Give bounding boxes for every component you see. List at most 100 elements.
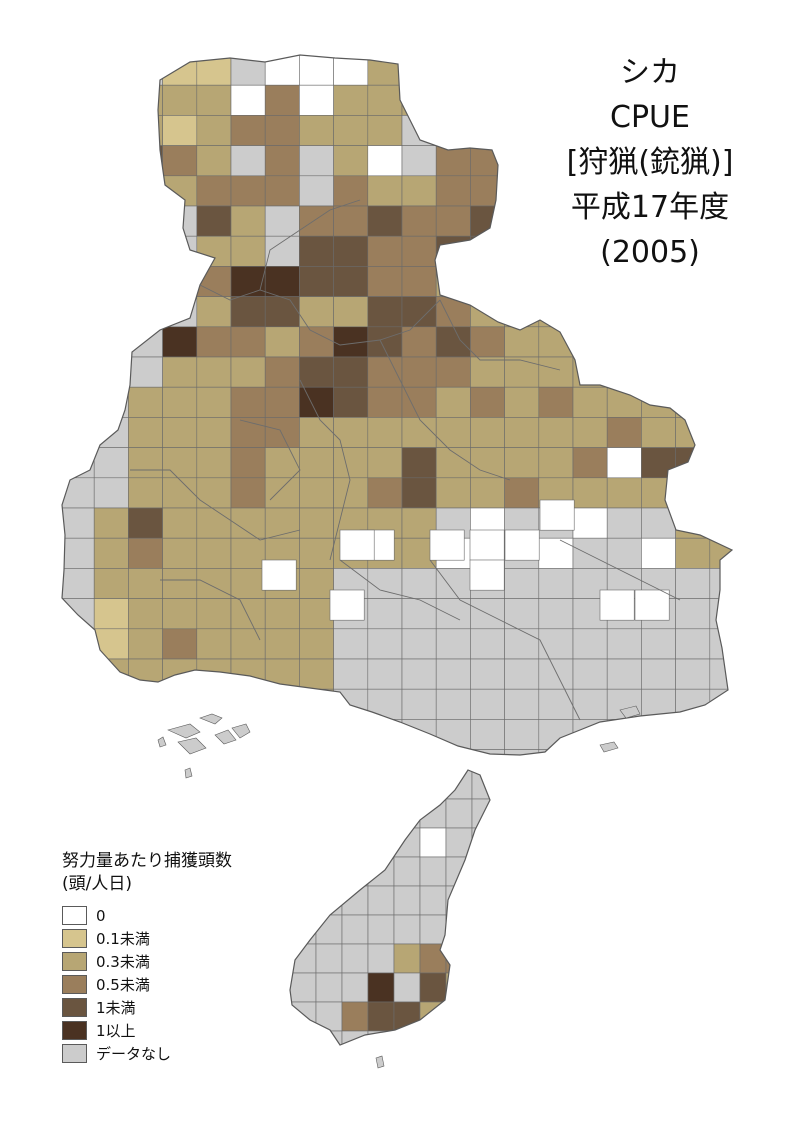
mesh-cell bbox=[333, 658, 369, 690]
mesh-cell bbox=[265, 901, 299, 931]
mesh-cell bbox=[401, 356, 437, 388]
mesh-cell bbox=[607, 901, 641, 931]
mesh-cell bbox=[675, 688, 711, 720]
mesh-cell bbox=[162, 175, 198, 207]
mesh-cell bbox=[435, 568, 471, 599]
mesh-cell bbox=[230, 266, 266, 297]
mesh-cell bbox=[641, 901, 675, 931]
mesh-cell bbox=[573, 810, 607, 840]
mesh-cell bbox=[290, 827, 317, 858]
mesh-cell bbox=[128, 145, 163, 177]
mesh-cell bbox=[128, 417, 163, 448]
mesh-cell bbox=[709, 507, 732, 539]
mesh-cell bbox=[163, 780, 197, 810]
legend: 努力量あたり捕獲頭数 (頭/人日) 0 0.1未満 0.3未満 0.5未満 1未… bbox=[62, 850, 232, 1065]
mesh-cell bbox=[641, 628, 676, 660]
mesh-cell bbox=[538, 658, 574, 690]
legend-swatch bbox=[62, 1021, 87, 1040]
mesh-cell bbox=[299, 870, 333, 900]
mesh-cell bbox=[419, 827, 447, 858]
mesh-cell bbox=[401, 749, 437, 755]
mesh-cell bbox=[367, 266, 403, 297]
mesh-cell bbox=[641, 719, 676, 750]
mesh-cell bbox=[401, 447, 437, 479]
mesh-cell bbox=[470, 326, 505, 358]
mesh-cell bbox=[401, 628, 437, 660]
mesh-cell bbox=[196, 628, 232, 660]
mesh-cell bbox=[196, 115, 232, 146]
mesh-cell bbox=[606, 749, 642, 755]
mesh-cell bbox=[341, 1001, 369, 1032]
mesh-cell bbox=[445, 972, 473, 1003]
mesh-cell bbox=[290, 972, 317, 1003]
mesh-cell bbox=[230, 688, 266, 720]
mesh-cell bbox=[230, 205, 266, 237]
mesh-cell bbox=[62, 356, 95, 388]
mesh-cell bbox=[573, 901, 607, 931]
mesh-cell bbox=[341, 827, 369, 858]
mesh-cell bbox=[231, 810, 265, 840]
mesh-cell bbox=[710, 780, 744, 810]
mesh-cell bbox=[368, 780, 402, 810]
mesh-cell bbox=[196, 235, 232, 267]
mesh-cell bbox=[469, 529, 505, 561]
mesh-cell bbox=[504, 568, 540, 599]
mesh-cell bbox=[62, 145, 95, 177]
mesh-cell bbox=[128, 356, 163, 388]
mesh-cell bbox=[367, 145, 403, 177]
mesh-cell bbox=[538, 386, 574, 418]
awaji-grid bbox=[290, 770, 490, 1045]
mesh-cell bbox=[470, 658, 505, 690]
mesh-cell bbox=[62, 507, 95, 539]
mesh-cell bbox=[367, 205, 403, 237]
mesh-cell bbox=[128, 386, 163, 418]
mesh-cell bbox=[435, 115, 471, 146]
legend-item-0: 0 bbox=[62, 904, 232, 927]
mesh-cell bbox=[367, 827, 395, 858]
municipal-boundaries bbox=[130, 199, 681, 721]
mesh-cell bbox=[471, 770, 490, 800]
mesh-cell bbox=[538, 598, 574, 630]
mesh-cell bbox=[470, 447, 505, 479]
mesh-cell bbox=[299, 145, 334, 177]
legend-item-1: 0.1未満 bbox=[62, 927, 232, 950]
mesh-cell bbox=[504, 326, 540, 358]
mesh-cell bbox=[709, 326, 732, 358]
mesh-cell bbox=[93, 386, 129, 418]
mesh-cell bbox=[93, 598, 129, 630]
mesh-cell bbox=[93, 568, 129, 599]
mesh-cell bbox=[333, 235, 369, 267]
mesh-cell bbox=[675, 719, 711, 750]
mesh-cell bbox=[264, 719, 300, 750]
mesh-cell bbox=[572, 507, 608, 539]
title-species: シカ bbox=[620, 55, 680, 90]
mesh-cell bbox=[265, 870, 299, 900]
mesh-cell bbox=[572, 447, 608, 479]
mesh-cell bbox=[93, 115, 129, 146]
mesh-cell bbox=[676, 870, 710, 900]
mesh-cell bbox=[368, 810, 402, 840]
mesh-cell bbox=[504, 477, 540, 509]
mesh-cell bbox=[572, 386, 608, 418]
mesh-cell bbox=[539, 780, 573, 810]
mesh-cell bbox=[196, 568, 232, 599]
mesh-cell bbox=[471, 914, 490, 945]
mesh-cell bbox=[641, 840, 675, 870]
mesh-cell bbox=[265, 840, 299, 870]
mesh-cell bbox=[230, 719, 266, 750]
legend-label: 0.3未満 bbox=[96, 953, 150, 971]
mesh-cell bbox=[402, 780, 436, 810]
mesh-cell bbox=[230, 296, 266, 328]
legend-label: 0.1未満 bbox=[96, 930, 150, 948]
mesh-cell bbox=[675, 628, 711, 660]
mesh-cell bbox=[315, 827, 343, 858]
mesh-cell bbox=[196, 537, 232, 569]
mesh-cell bbox=[675, 749, 711, 755]
title-year-jp: 平成17年度 bbox=[570, 190, 730, 225]
mesh-cell bbox=[367, 688, 403, 720]
mesh-cell bbox=[290, 1030, 317, 1045]
mesh-cell bbox=[367, 914, 395, 945]
mesh-cell bbox=[435, 55, 471, 86]
mesh-cell bbox=[539, 901, 573, 931]
mesh-cell bbox=[538, 447, 574, 479]
